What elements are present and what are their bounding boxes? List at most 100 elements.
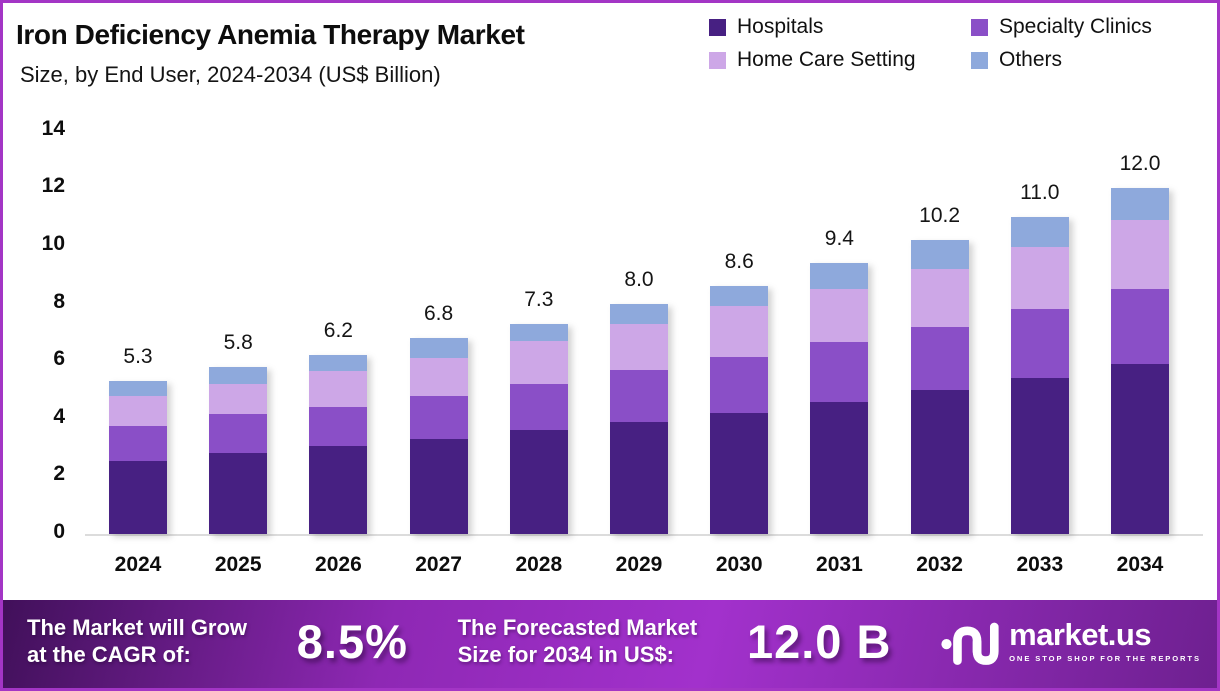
x-axis-label: 2026 [315, 553, 362, 576]
bar-segment-others [109, 381, 167, 396]
legend-label: Others [999, 48, 1063, 71]
bar-segment-hospitals [610, 421, 668, 534]
y-axis-label: 6 [53, 347, 65, 371]
bar-segment-specialty-clinics [1111, 289, 1169, 365]
bar-total-label: 11.0 [1020, 181, 1060, 205]
bar-segment-others [610, 303, 668, 324]
bar-segment-others [309, 355, 368, 372]
legend-item-home-care-setting: Home Care Setting [709, 48, 971, 72]
x-axis-label: 2032 [916, 553, 963, 576]
bar-segment-hospitals [1111, 364, 1169, 534]
bar-segment-specialty-clinics [710, 356, 769, 414]
x-axis-label: 2033 [1016, 553, 1064, 576]
bar-segment-hospitals [710, 413, 769, 534]
cagr-label: The Market will Grow at the CAGR of: [27, 614, 247, 669]
bar-total-label: 8.6 [724, 250, 754, 274]
chart-plot: 0 2 4 6 8 10 12 14 5.3 2024 5.8 2025 6.2 2026 6.8 2027 7… [3, 3, 1217, 688]
bar-segment-others [409, 338, 468, 359]
bar-group-2033 [1010, 217, 1069, 534]
bar-segment-others [1010, 217, 1069, 248]
bar-segment-home-care-setting [910, 269, 969, 327]
x-axis-label: 2027 [415, 553, 462, 576]
legend-label: Home Care Setting [737, 48, 916, 71]
bar-segment-others [710, 286, 769, 307]
bar-group-2025 [209, 366, 268, 534]
bar-segment-specialty-clinics [910, 326, 969, 390]
bar-total-label: 9.4 [824, 227, 854, 251]
bar-segment-hospitals [810, 401, 869, 534]
bar-segment-hospitals [509, 430, 568, 534]
legend-item-hospitals: Hospitals [709, 15, 971, 39]
y-axis-label: 8 [53, 289, 65, 313]
bar-segment-hospitals [910, 389, 969, 534]
legend-item-others: Others [971, 48, 1152, 72]
y-axis-label: 14 [41, 116, 65, 140]
bar-segment-home-care-setting [509, 341, 568, 385]
x-axis-label: 2024 [114, 553, 162, 576]
bar-segment-others [1111, 188, 1169, 221]
market-us-logo-mark [941, 622, 999, 665]
bar-total-label: 5.8 [223, 330, 253, 354]
bar-segment-specialty-clinics [109, 426, 167, 461]
market-us-logo-tagline: ONE STOP SHOP FOR THE REPORTS [1009, 654, 1201, 663]
market-us-logo: market.us ONE STOP SHOP FOR THE REPORTS [941, 615, 1201, 667]
bar-segment-specialty-clinics [509, 384, 568, 431]
bar-total-label: 6.2 [323, 319, 353, 343]
bar-total-label: 5.3 [123, 345, 153, 369]
y-axis-label: 10 [41, 232, 65, 255]
bar-segment-specialty-clinics [309, 407, 368, 447]
bar-total-label: 12.0 [1119, 152, 1161, 176]
bar-segment-hospitals [309, 446, 368, 534]
bar-segment-home-care-setting [1111, 220, 1169, 290]
forecast-label-line1: The Forecasted Market [457, 614, 698, 640]
y-axis-label: 12 [41, 174, 65, 198]
bar-segment-specialty-clinics [409, 395, 468, 439]
bar-segment-others [509, 323, 568, 342]
x-axis-label: 2030 [715, 553, 763, 576]
bar-segment-home-care-setting [1010, 247, 1069, 310]
bar-segment-home-care-setting [209, 384, 268, 415]
bar-segment-specialty-clinics [209, 414, 268, 454]
forecast-label-line2: Size for 2034 in US$: [457, 642, 675, 667]
forecast-value: 12.0 B [746, 614, 892, 668]
bar-segment-home-care-setting [309, 371, 368, 408]
bar-group-2027 [409, 338, 468, 534]
bar-group-2034 [1111, 188, 1169, 534]
market-us-logo-text: market.us [1009, 617, 1152, 652]
bar-total-label: 8.0 [624, 267, 654, 291]
bar-segment-specialty-clinics [810, 342, 869, 402]
bar-group-2030 [710, 286, 769, 534]
bar-segment-hospitals [109, 460, 167, 534]
bar-group-2032 [910, 240, 969, 534]
legend-label: Specialty Clinics [999, 15, 1152, 38]
bar-group-2028 [509, 323, 568, 534]
legend: Hospitals Specialty Clinics Home Care Sett… [709, 15, 1152, 72]
legend-swatch-icon [709, 18, 726, 36]
bar-total-label: 10.2 [919, 204, 961, 228]
bar-segment-specialty-clinics [610, 369, 668, 422]
bar-segment-others [910, 240, 969, 270]
bar-segment-others [209, 366, 268, 385]
legend-item-specialty-clinics: Specialty Clinics [971, 15, 1152, 39]
bar-segment-others [810, 263, 869, 290]
bar-segment-home-care-setting [109, 395, 167, 426]
bar-segment-hospitals [1010, 378, 1069, 534]
legend-swatch-icon [709, 51, 726, 69]
y-axis-label: 4 [53, 404, 65, 428]
x-axis-line [85, 534, 1203, 536]
cagr-value: 8.5% [296, 614, 408, 668]
legend-swatch-icon [971, 51, 988, 69]
cagr-label-line1: The Market will Grow [27, 614, 248, 640]
bar-total-label: 6.8 [423, 302, 454, 326]
bar-segment-hospitals [209, 453, 268, 534]
bar-group-2029 [610, 303, 668, 534]
bar-segment-home-care-setting [409, 358, 468, 396]
chart-title: Iron Deficiency Anemia Therapy Market [16, 19, 525, 50]
cagr-label-line2: at the CAGR of: [27, 642, 191, 667]
legend-swatch-icon [971, 18, 988, 36]
y-axis-label: 0 [53, 520, 65, 543]
legend-label: Hospitals [737, 15, 824, 38]
bar-segment-home-care-setting [610, 323, 668, 370]
bar-total-label: 7.3 [524, 287, 554, 311]
